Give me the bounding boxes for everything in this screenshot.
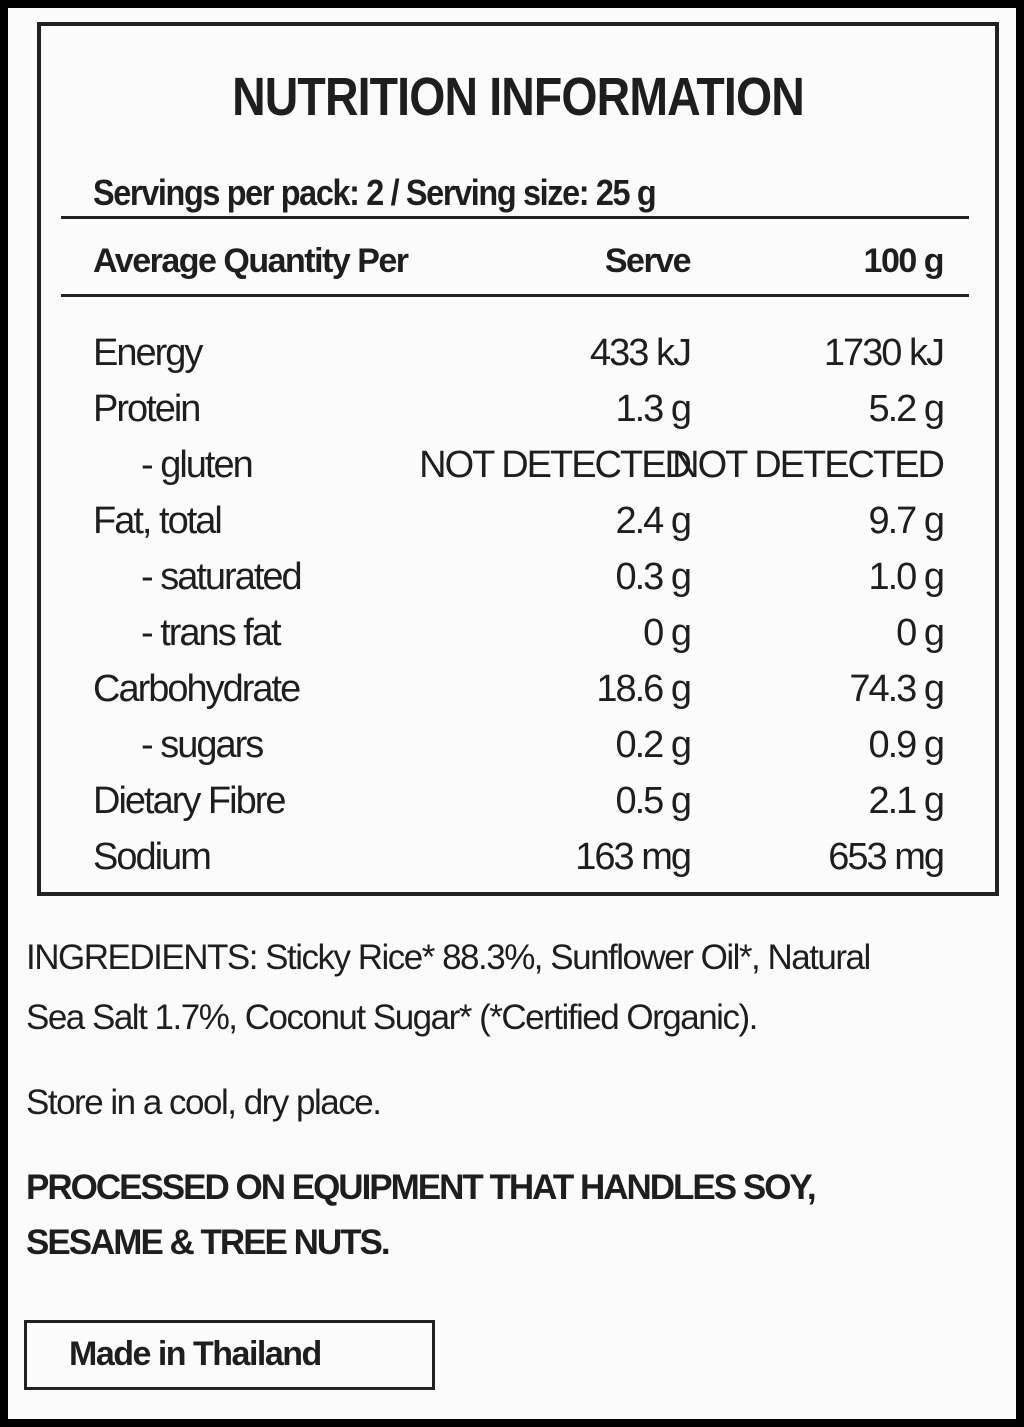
per-100g-value: 2.1 g (868, 780, 945, 822)
per-serve-value: 0.3 g (615, 556, 692, 598)
nutrient-label: - saturated (141, 556, 303, 598)
divider (61, 294, 969, 297)
nutrient-row: - sugars 0.2 g 0.9 g (41, 724, 995, 780)
per-100g-value: NOT DETECTED (672, 444, 945, 486)
per-100g-value: 653 mg (828, 836, 945, 878)
per-serve-value: 1.3 g (615, 388, 692, 430)
nutrient-label: - trans fat (141, 612, 281, 654)
nutrient-row: - saturated 0.3 g 1.0 g (41, 556, 995, 612)
label-page: NUTRITION INFORMATION Servings per pack:… (8, 8, 1016, 1419)
nutrient-row: Dietary Fibre 0.5 g 2.1 g (41, 780, 995, 836)
per-serve-value: 163 mg (575, 836, 692, 878)
divider (61, 216, 969, 219)
per-100g-value: 5.2 g (868, 388, 945, 430)
nutrient-row: Protein 1.3 g 5.2 g (41, 388, 995, 444)
ingredients-line-1: INGREDIENTS: Sticky Rice* 88.3%, Sunflow… (26, 938, 871, 977)
nutrient-label: Protein (93, 388, 201, 430)
panel-title: NUTRITION INFORMATION (232, 67, 805, 127)
per-serve-value: 0.5 g (615, 780, 692, 822)
per-100g-value: 74.3 g (849, 668, 945, 710)
origin-box: Made in Thailand (24, 1320, 435, 1390)
header-serve: Serve (604, 242, 692, 280)
ingredients-line-2: Sea Salt 1.7%, Coconut Sugar* (*Certifie… (26, 998, 758, 1037)
per-100g-value: 1730 kJ (823, 332, 945, 374)
allergen-line-2: SESAME & TREE NUTS. (26, 1223, 391, 1262)
nutrient-row: Fat, total 2.4 g 9.7 g (41, 500, 995, 556)
origin-text: Made in Thailand (69, 1335, 322, 1373)
nutrient-label: - sugars (141, 724, 264, 766)
nutrient-label: Dietary Fibre (93, 780, 286, 822)
per-100g-value: 0 g (896, 612, 945, 654)
nutrient-row: Sodium 163 mg 653 mg (41, 836, 995, 892)
nutrient-label: Fat, total (93, 500, 223, 542)
nutrient-row: Energy 433 kJ 1730 kJ (41, 332, 995, 388)
nutrient-label: - gluten (141, 444, 254, 486)
nutrient-row: - trans fat 0 g 0 g (41, 612, 995, 668)
nutrient-label: Energy (93, 332, 203, 374)
storage-instructions: Store in a cool, dry place. (26, 1083, 382, 1122)
per-serve-value: 18.6 g (596, 668, 692, 710)
per-serve-value: 433 kJ (590, 332, 692, 374)
servings-info: Servings per pack: 2 / Serving size: 25 … (93, 172, 657, 213)
per-serve-value: 0 g (643, 612, 692, 654)
header-quantity: Average Quantity Per (93, 242, 409, 280)
nutrient-label: Sodium (93, 836, 212, 878)
per-100g-value: 0.9 g (868, 724, 945, 766)
per-serve-value: NOT DETECTED (419, 444, 692, 486)
header-100g: 100 g (863, 242, 945, 280)
per-serve-value: 2.4 g (615, 500, 692, 542)
per-serve-value: 0.2 g (615, 724, 692, 766)
per-100g-value: 9.7 g (868, 500, 945, 542)
nutrient-row: - gluten NOT DETECTED NOT DETECTED (41, 444, 995, 500)
per-100g-value: 1.0 g (868, 556, 945, 598)
nutrient-row: Carbohydrate 18.6 g 74.3 g (41, 668, 995, 724)
nutrition-panel: NUTRITION INFORMATION Servings per pack:… (37, 22, 999, 896)
allergen-line-1: PROCESSED ON EQUIPMENT THAT HANDLES SOY, (26, 1168, 817, 1207)
nutrient-label: Carbohydrate (93, 668, 301, 710)
